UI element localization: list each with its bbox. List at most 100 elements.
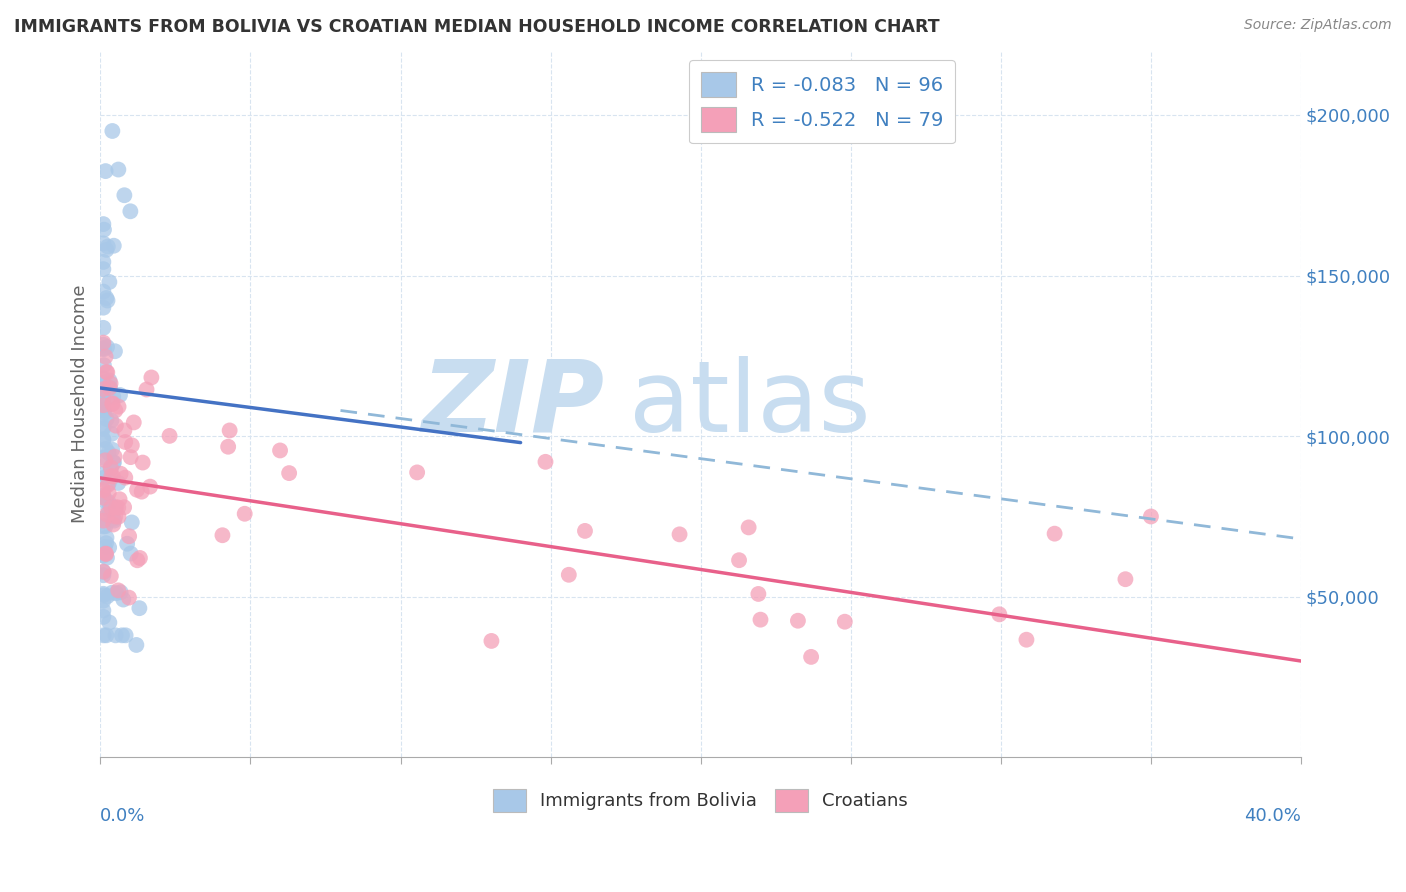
Point	[121, 516, 143, 530]
Point	[103, 456, 125, 470]
Point	[101, 124, 124, 138]
Point	[107, 509, 129, 524]
Point	[737, 520, 759, 534]
Point	[114, 628, 136, 642]
Point	[93, 419, 115, 434]
Point	[97, 476, 120, 491]
Point	[100, 376, 122, 391]
Point	[103, 390, 125, 404]
Point	[107, 162, 129, 177]
Point	[93, 565, 115, 579]
Point	[481, 634, 503, 648]
Point	[93, 450, 115, 465]
Point	[1015, 632, 1038, 647]
Point	[218, 424, 240, 438]
Point	[120, 547, 142, 561]
Point	[104, 403, 127, 417]
Point	[110, 467, 132, 481]
Point	[96, 508, 118, 522]
Point	[93, 483, 115, 497]
Point	[406, 466, 429, 480]
Point	[103, 517, 125, 532]
Point	[93, 467, 115, 481]
Point	[94, 350, 117, 364]
Point	[98, 374, 121, 388]
Point	[98, 275, 121, 289]
Point	[93, 514, 115, 528]
Point	[93, 491, 115, 505]
Point	[94, 536, 117, 550]
Point	[107, 583, 129, 598]
Point	[104, 628, 127, 642]
Point	[107, 475, 129, 490]
Point	[94, 547, 117, 561]
Point	[100, 469, 122, 483]
Point	[100, 460, 122, 475]
Point	[96, 365, 118, 379]
Point	[96, 550, 118, 565]
Point	[120, 450, 142, 464]
Point	[114, 470, 136, 484]
Point	[96, 628, 118, 642]
Text: 0.0%: 0.0%	[100, 807, 146, 825]
Point	[93, 236, 115, 251]
Point	[96, 495, 118, 509]
Point	[104, 450, 127, 464]
Point	[101, 397, 124, 411]
Point	[97, 495, 120, 509]
Point	[93, 398, 115, 412]
Point	[93, 379, 115, 393]
Point	[93, 403, 115, 417]
Point	[111, 628, 134, 642]
Point	[93, 565, 115, 579]
Point	[96, 243, 118, 257]
Point	[159, 429, 181, 443]
Point	[122, 416, 145, 430]
Text: 40.0%: 40.0%	[1244, 807, 1301, 825]
Point	[127, 553, 149, 567]
Point	[101, 469, 124, 483]
Point	[112, 592, 135, 607]
Point	[114, 435, 136, 450]
Point	[93, 376, 115, 390]
Point	[278, 466, 301, 480]
Point	[747, 587, 769, 601]
Point	[105, 586, 128, 600]
Point	[118, 591, 141, 605]
Text: IMMIGRANTS FROM BOLIVIA VS CROATIAN MEDIAN HOUSEHOLD INCOME CORRELATION CHART: IMMIGRANTS FROM BOLIVIA VS CROATIAN MEDI…	[14, 18, 939, 36]
Point	[112, 424, 135, 438]
Point	[97, 486, 120, 500]
Point	[233, 507, 256, 521]
Point	[100, 413, 122, 427]
Point	[93, 519, 115, 533]
Point	[93, 587, 115, 601]
Point	[93, 382, 115, 396]
Point	[211, 528, 233, 542]
Text: ZIP: ZIP	[422, 356, 605, 452]
Point	[100, 569, 122, 583]
Point	[93, 433, 115, 447]
Point	[800, 649, 823, 664]
Point	[103, 512, 125, 526]
Point	[101, 585, 124, 599]
Point	[94, 442, 117, 456]
Point	[98, 615, 121, 630]
Point	[125, 638, 148, 652]
Point	[93, 568, 115, 582]
Point	[93, 341, 115, 355]
Point	[558, 567, 581, 582]
Point	[115, 537, 138, 551]
Point	[139, 480, 162, 494]
Point	[101, 442, 124, 457]
Point	[93, 222, 115, 236]
Point	[104, 501, 127, 516]
Point	[217, 440, 239, 454]
Point	[93, 390, 115, 404]
Point	[103, 455, 125, 469]
Point	[104, 344, 127, 359]
Point	[93, 549, 115, 563]
Point	[93, 384, 115, 398]
Point	[94, 519, 117, 533]
Point	[107, 500, 129, 515]
Point	[97, 478, 120, 492]
